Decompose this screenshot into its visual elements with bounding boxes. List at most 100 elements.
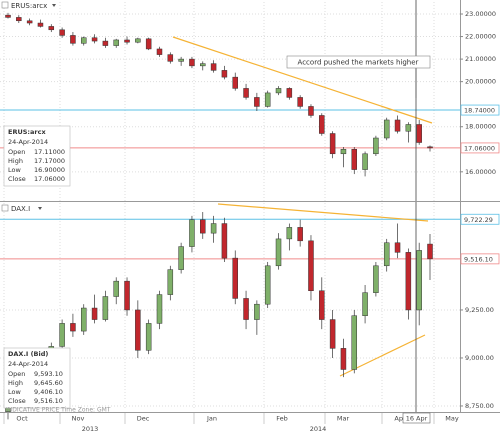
x-tick-label: Jan <box>206 415 217 423</box>
x-year-label: 2013 <box>82 425 99 433</box>
info-field-name: High <box>8 379 23 387</box>
candle-body <box>351 149 358 170</box>
candle-body <box>167 54 174 62</box>
info-box-frame <box>3 125 71 187</box>
candle-body <box>124 39 130 43</box>
candle-body <box>319 115 325 134</box>
info-name: ERUS:arcx <box>8 128 46 136</box>
candle-body <box>394 119 401 132</box>
candle-body <box>373 265 379 293</box>
x-tick-label: Mar <box>337 415 350 423</box>
info-field-name: Low <box>8 388 21 396</box>
candle-body <box>102 40 109 46</box>
info-field-value: 17.11000 <box>34 148 65 156</box>
candle-body <box>48 26 55 31</box>
y-tick-label: 9,000.00 <box>465 354 494 362</box>
candle-body <box>178 58 184 62</box>
candle-body <box>210 63 217 71</box>
candle-body <box>200 219 206 234</box>
dropdown-arrow[interactable] <box>38 207 42 210</box>
candle-body <box>232 257 238 299</box>
candle-body <box>37 22 44 27</box>
cursor-label: 16 Apr <box>406 415 428 423</box>
candle-body <box>340 348 347 370</box>
candle-body <box>383 242 390 267</box>
panel-title[interactable]: ERUS:arcx <box>11 2 47 10</box>
y-tick-label: 9,250.00 <box>465 306 494 314</box>
candle-body <box>102 296 109 320</box>
candle-body <box>286 88 293 98</box>
candle-body <box>427 243 433 260</box>
levels-layer <box>0 109 460 260</box>
panel-title[interactable]: DAX.I <box>11 205 30 213</box>
footer: INDICATIVE PRICE Time Zone: GMT <box>6 407 111 414</box>
candle-body <box>243 88 249 98</box>
candle-body <box>351 315 358 370</box>
candle-body <box>383 119 390 139</box>
info-field-name: Close <box>8 397 26 405</box>
level-label: 18.74000 <box>464 107 495 115</box>
y-tick-label: 23.00000 <box>465 10 496 18</box>
candle-body <box>427 146 433 149</box>
y-tick-label: 18.00000 <box>465 123 496 131</box>
candle-body <box>286 227 293 240</box>
candle-body <box>145 38 152 50</box>
y-tick-label: 16.00000 <box>465 168 496 176</box>
candle-body <box>275 238 282 267</box>
candle-body <box>210 223 217 234</box>
candle-body <box>308 240 314 292</box>
x-tick-label: Apr <box>394 415 406 423</box>
candle-body <box>59 323 65 347</box>
panel-icon[interactable] <box>1 204 9 212</box>
candle-body <box>189 58 195 67</box>
level-label-box <box>460 253 500 265</box>
info-field-name: Open <box>8 148 25 156</box>
candle-body <box>254 97 260 107</box>
candle-body <box>59 29 65 36</box>
info-name: DAX.I (Bid) <box>8 350 48 358</box>
candle-body <box>308 106 314 116</box>
x-tick-label: May <box>445 415 459 423</box>
candle-body <box>297 227 303 242</box>
info-field-value: 17.06000 <box>34 175 65 183</box>
info-field-value: 17.17000 <box>34 157 65 165</box>
candle-body <box>362 153 368 170</box>
candle-body <box>70 323 76 332</box>
candle-body <box>135 309 141 351</box>
candle-body <box>200 63 206 67</box>
candle-body <box>416 250 422 311</box>
candle-body <box>178 246 184 270</box>
candle-body <box>189 219 195 247</box>
info-field-value: 9,406.10 <box>34 388 63 396</box>
trend-line <box>172 36 433 124</box>
y-tick-label: 21.00000 <box>465 55 496 63</box>
candle-body <box>91 307 98 320</box>
info-field-name: Close <box>8 175 26 183</box>
candle-body <box>5 14 11 18</box>
info-field-name: Open <box>8 370 25 378</box>
candle-body <box>254 303 260 320</box>
dropdown-arrow[interactable] <box>52 4 56 7</box>
info-box-frame <box>3 347 71 409</box>
info-box: DAX.I (Bid) 24-Apr-2014 Open 9,593.10 High… <box>3 347 71 409</box>
level-label: 9,722.29 <box>464 216 493 224</box>
candle-body <box>329 319 336 349</box>
info-field-value: 9,593.10 <box>34 370 63 378</box>
candle-body <box>167 269 174 295</box>
x-tick-label: Feb <box>276 415 288 423</box>
x-tick-label: Nov <box>72 415 85 423</box>
panel-icon[interactable] <box>1 1 9 9</box>
annotation-box <box>286 55 431 69</box>
candle-body <box>264 92 271 107</box>
y-tick-label: 22.00000 <box>465 33 496 41</box>
candle-body <box>135 38 141 43</box>
candle-body <box>362 292 368 316</box>
candle-body <box>113 39 119 46</box>
info-fields: Open 9,593.10 High 9,645.60 Low 9,406.10 Close… <box>8 370 63 405</box>
candle-body <box>113 280 119 297</box>
info-fields: Open 17.11000 High 17.17000 Low 16.90000 Close… <box>8 148 65 183</box>
time-axis: Oct Nov Dec Jan Feb Mar Apr May 2013 2014 <box>3 413 459 433</box>
annotation: Accord pushed the markets higher <box>298 59 419 67</box>
